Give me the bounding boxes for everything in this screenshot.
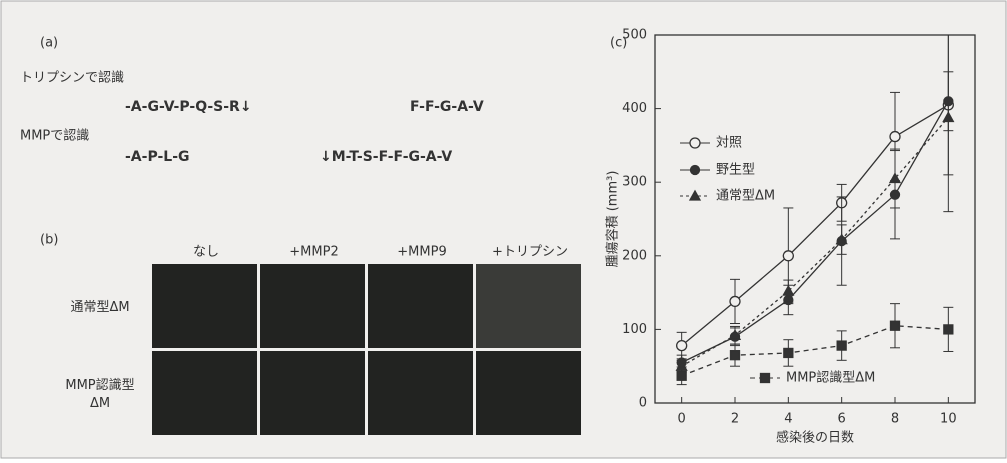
- sequence: -A-P-L-G: [125, 149, 190, 165]
- marker: [783, 251, 793, 261]
- marker: [890, 132, 900, 142]
- y-axis-label: 腫瘍容積 (mm³): [605, 171, 621, 268]
- marker: [784, 348, 793, 357]
- x-tick-label: 6: [838, 412, 846, 427]
- marker: [837, 341, 846, 350]
- x-tick-label: 10: [940, 412, 957, 427]
- micrograph: [368, 264, 473, 348]
- marker: [944, 325, 953, 334]
- micrograph: [260, 264, 365, 348]
- micrograph: [476, 264, 581, 348]
- legend-marker: [691, 166, 700, 175]
- sequence: ↓M-T-S-F-F-G-A-V: [320, 149, 452, 165]
- column-header: +MMP9: [397, 245, 446, 260]
- legend-label: 野生型: [716, 163, 755, 178]
- x-tick-label: 8: [891, 412, 899, 427]
- micrograph: [476, 351, 581, 435]
- micrograph: [368, 351, 473, 435]
- x-tick-label: 2: [731, 412, 739, 427]
- y-tick-label: 0: [639, 396, 647, 411]
- marker: [730, 296, 740, 306]
- y-tick-label: 400: [622, 101, 647, 116]
- column-header: +トリプシン: [492, 245, 568, 260]
- x-tick-label: 0: [678, 412, 686, 427]
- sequence: F-F-G-A-V: [410, 99, 484, 115]
- row-label: 通常型ΔM: [70, 300, 129, 315]
- row-title: トリプシンで認識: [20, 70, 124, 86]
- legend-label: MMP認識型ΔM: [786, 370, 875, 386]
- micrograph: [152, 351, 257, 435]
- micrograph: [260, 351, 365, 435]
- row-title: MMPで認識: [20, 128, 89, 144]
- marker: [891, 321, 900, 330]
- row-label: MMP認識型: [65, 377, 134, 393]
- y-tick-label: 500: [622, 28, 647, 43]
- legend-marker: [761, 374, 770, 383]
- y-tick-label: 100: [622, 322, 647, 337]
- panel-label: (a): [40, 36, 58, 51]
- panel-label: (b): [40, 233, 58, 248]
- marker: [677, 371, 686, 380]
- sequence: -A-G-V-P-Q-S-R↓: [125, 99, 252, 115]
- figure: (a) トリプシンで認識 -A-G-V-P-Q-S-R↓ F-F-G-A-V M…: [0, 0, 1007, 459]
- legend-label: 通常型ΔM: [716, 189, 775, 204]
- x-tick-label: 4: [784, 412, 792, 427]
- row-label: ΔM: [90, 396, 110, 411]
- marker: [677, 341, 687, 351]
- legend-label: 対照: [716, 136, 742, 151]
- column-header: なし: [193, 245, 219, 260]
- x-axis-label: 感染後の日数: [776, 430, 854, 446]
- marker: [731, 351, 740, 360]
- legend-marker: [690, 138, 700, 148]
- y-tick-label: 200: [622, 248, 647, 263]
- column-header: +MMP2: [289, 245, 338, 260]
- y-tick-label: 300: [622, 175, 647, 190]
- micrograph: [152, 264, 257, 348]
